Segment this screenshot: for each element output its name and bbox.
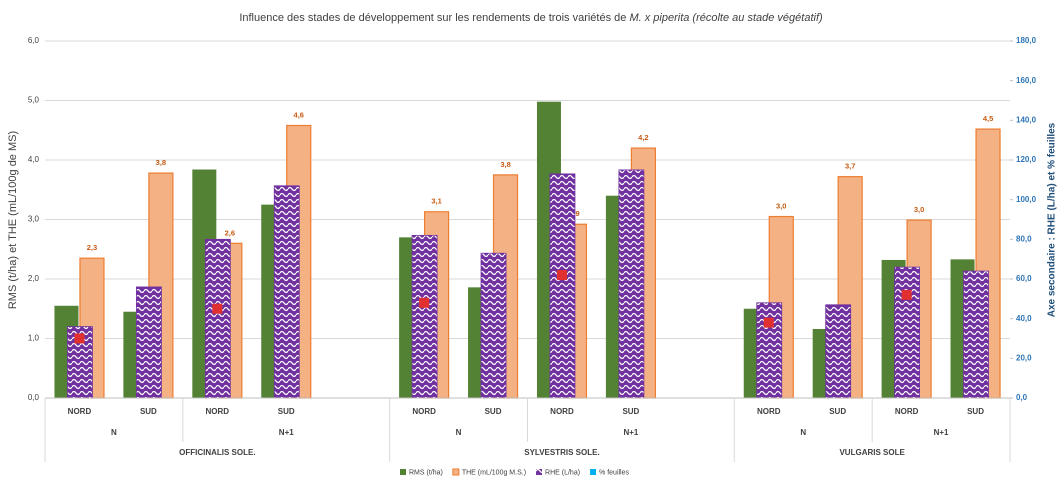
bar (411, 234, 438, 399)
marker (556, 270, 567, 281)
bar (135, 286, 162, 399)
legend-swatch (536, 469, 543, 475)
group-label: N (800, 428, 806, 437)
bar (894, 266, 921, 399)
data-label: 4,5 (983, 114, 993, 123)
bar (756, 302, 783, 399)
group-label: N (111, 428, 117, 437)
x-tick-label: SUD (967, 407, 984, 416)
data-label: 2,3 (87, 243, 97, 252)
y-tick-label: 1,0 (28, 334, 40, 343)
y2-axis-label: Axe secondaire : RHE (L/ha) et % feuille… (1047, 122, 1058, 317)
bar (549, 173, 576, 399)
y-tick-label: 3,0 (28, 215, 40, 224)
legend-label: RMS (t/ha) (409, 469, 443, 476)
group-label: N+1 (279, 428, 294, 437)
x-tick-label: NORD (206, 407, 230, 416)
marker (901, 289, 912, 300)
chart-title: Influence des stades de développement su… (239, 12, 823, 24)
data-label: 3,7 (845, 162, 855, 171)
y2-tick-label: 160,0 (1016, 76, 1037, 85)
bar (825, 304, 852, 399)
legend-swatch (452, 468, 460, 476)
legend-label: % feuilles (599, 469, 629, 476)
data-label: 3,1 (431, 197, 441, 206)
y2-tick-label: 20,0 (1016, 353, 1032, 362)
x-tick-label: NORD (895, 407, 919, 416)
group-label: N+1 (934, 428, 949, 437)
x-tick-label: NORD (757, 407, 781, 416)
y2-tick-label: 40,0 (1016, 314, 1032, 323)
legend-swatch (400, 469, 406, 475)
group-label: SYLVESTRIS SOLE. (524, 448, 599, 457)
data-label: 2,6 (225, 228, 235, 237)
y2-tick-label: 120,0 (1016, 155, 1037, 164)
group-label: OFFICINALIS SOLE. (179, 448, 255, 457)
marker (212, 303, 223, 314)
x-tick-label: SUD (829, 407, 846, 416)
x-tick-label: SUD (622, 407, 639, 416)
y2-tick-label: 0,0 (1016, 393, 1028, 402)
legend-swatch (590, 469, 597, 475)
x-tick-label: SUD (278, 407, 295, 416)
marker (763, 317, 774, 328)
y2-tick-label: 100,0 (1016, 195, 1037, 204)
data-label: 3,0 (776, 202, 786, 211)
bar (963, 270, 989, 399)
marker (74, 333, 85, 344)
group-label: VULGARIS SOLE (839, 448, 905, 457)
y2-tick-label: 60,0 (1016, 274, 1032, 283)
legend-label: RHE (L/ha) (545, 469, 580, 476)
title: Influence des stades de développement su… (239, 12, 629, 24)
group-label: N (456, 428, 462, 437)
marker (419, 297, 430, 308)
bar (273, 185, 300, 399)
y-tick-label: 4,0 (28, 155, 40, 164)
y-tick-label: 6,0 (28, 36, 40, 45)
data-label: 3,8 (500, 160, 510, 169)
y-tick-label: 0,0 (28, 393, 40, 402)
data-label: 3,0 (914, 205, 924, 214)
y2-tick-label: 180,0 (1016, 36, 1037, 45)
y-tick-label: 2,0 (28, 274, 40, 283)
x-tick-label: SUD (485, 407, 502, 416)
bar (480, 252, 507, 399)
bar (618, 169, 645, 399)
data-label: 4,6 (294, 110, 304, 119)
y2-tick-label: 140,0 (1016, 115, 1037, 124)
group-label: N+1 (623, 428, 638, 437)
data-label: 3,8 (156, 158, 166, 167)
x-tick-label: NORD (68, 407, 92, 416)
x-tick-label: NORD (550, 407, 574, 416)
bar (204, 238, 231, 399)
title-emphasis: M. x piperita (récolte au stade végétati… (629, 12, 823, 24)
data-label: 4,2 (638, 133, 648, 142)
x-tick-label: NORD (412, 407, 436, 416)
y-tick-label: 5,0 (28, 96, 40, 105)
x-tick-label: SUD (140, 407, 157, 416)
y2-tick-label: 80,0 (1016, 234, 1032, 243)
legend-label: THE (mL/100g M.S.) (462, 469, 526, 476)
y-axis-label: RMS (t/ha) et THE (mL/100g de MS) (7, 131, 19, 309)
